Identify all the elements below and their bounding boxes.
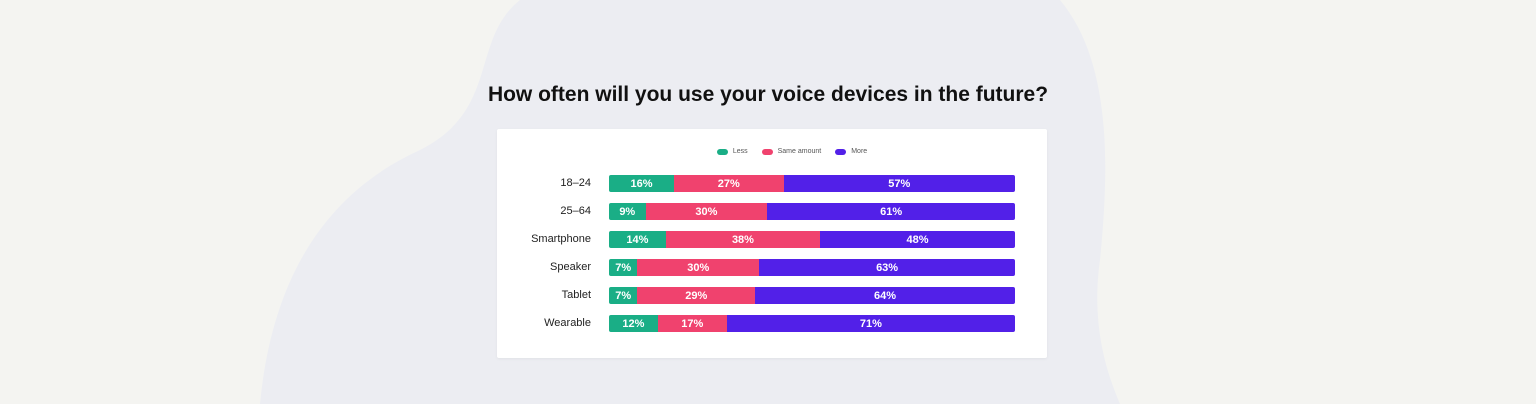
bar-segment-same-amount: 17% [657, 315, 727, 332]
stacked-bar: 14% 38% 48% [609, 231, 1015, 248]
legend-label: Same amount [777, 148, 822, 155]
bar-segment-same-amount: 38% [665, 231, 821, 248]
bar-row: Smartphone 14% 38% 48% [497, 231, 1047, 248]
bar-segment-more: 57% [783, 175, 1015, 192]
bar-segment-more: 64% [755, 287, 1015, 304]
bar-segment-less: 16% [609, 175, 674, 192]
bar-segment-less: 7% [609, 287, 638, 304]
legend-label: More [851, 148, 868, 155]
chart-card: Less Same amount More 18–24 16% 27% 57% 25–64 9… [497, 129, 1047, 358]
bar-segment-more: 71% [726, 315, 1015, 332]
stacked-bar: 9% 30% 61% [609, 203, 1015, 220]
stacked-bar: 12% 17% 71% [609, 315, 1015, 332]
bar-segment-more: 48% [820, 231, 1015, 248]
legend-item: Same amount [761, 148, 822, 155]
category-label: Wearable [544, 317, 591, 329]
bar-row: Speaker 7% 30% 63% [497, 259, 1047, 276]
category-label: 25–64 [560, 205, 591, 217]
legend-swatch [761, 148, 773, 155]
bar-row: 18–24 16% 27% 57% [497, 175, 1047, 192]
category-label: Smartphone [531, 233, 591, 245]
stacked-bar: 7% 30% 63% [609, 259, 1015, 276]
legend-item: More [835, 148, 867, 155]
category-label: 18–24 [560, 177, 591, 189]
bar-segment-same-amount: 30% [637, 259, 760, 276]
bar-segment-less: 14% [609, 231, 666, 248]
stacked-bar: 7% 29% 64% [609, 287, 1015, 304]
bar-segment-more: 63% [759, 259, 1015, 276]
legend-label: Less [732, 148, 748, 155]
bar-segment-less: 12% [609, 315, 658, 332]
chart-title: How often will you use your voice device… [487, 83, 1049, 106]
category-label: Speaker [550, 261, 591, 273]
bar-segment-more: 61% [767, 203, 1015, 220]
legend-item: Less [716, 148, 748, 155]
bar-segment-less: 9% [609, 203, 646, 220]
bar-row: Wearable 12% 17% 71% [497, 315, 1047, 332]
bar-segment-same-amount: 30% [645, 203, 768, 220]
stacked-bar: 16% 27% 57% [609, 175, 1015, 192]
bar-segment-same-amount: 27% [673, 175, 784, 192]
bar-segment-less: 7% [609, 259, 638, 276]
bar-row: Tablet 7% 29% 64% [497, 287, 1047, 304]
legend: Less Same amount More [497, 148, 1047, 155]
legend-swatch [716, 148, 728, 155]
legend-swatch [835, 148, 847, 155]
category-label: Tablet [561, 289, 591, 301]
bar-segment-same-amount: 29% [637, 287, 756, 304]
bar-row: 25–64 9% 30% 61% [497, 203, 1047, 220]
